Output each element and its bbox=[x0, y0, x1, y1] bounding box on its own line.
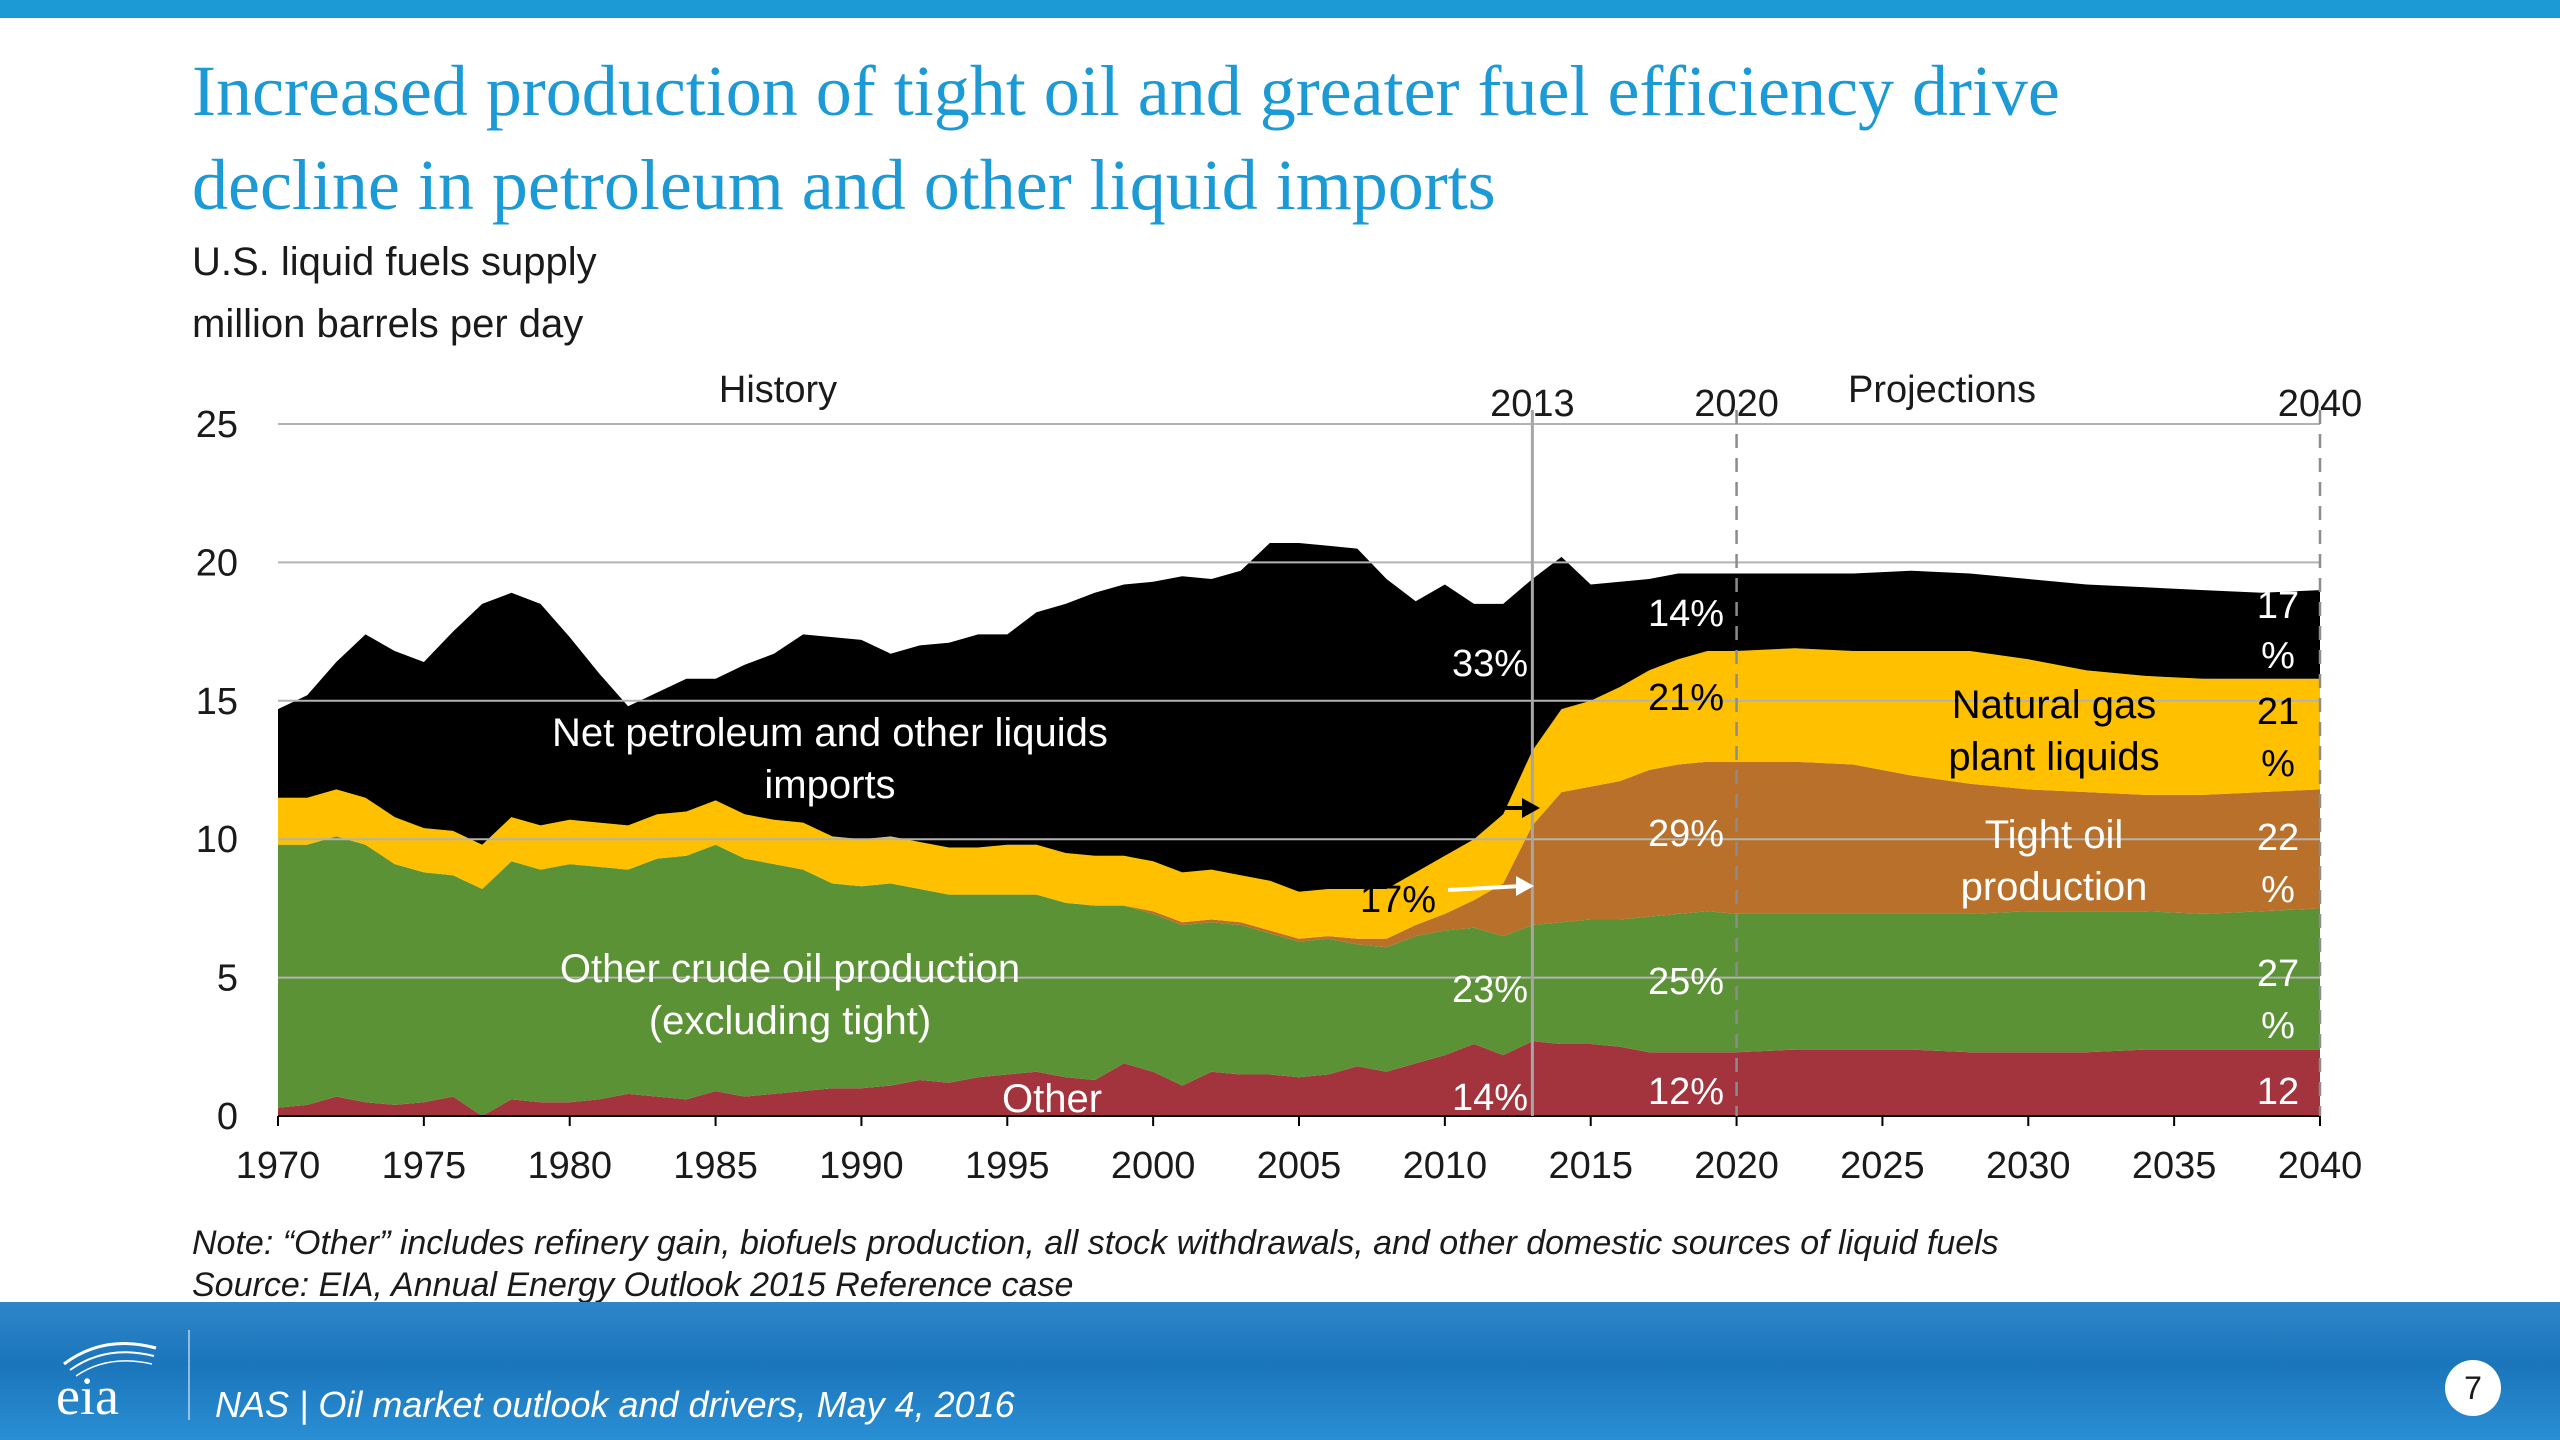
series-label-2: Tight oil bbox=[1985, 813, 2124, 857]
series-area-1 bbox=[278, 836, 2320, 1116]
pct-2020-0: 14% bbox=[1648, 593, 1724, 635]
slide-title: Increased production of tight oil and gr… bbox=[192, 44, 2492, 232]
series-label-2-line2: production bbox=[1961, 865, 2148, 909]
series-label-1: Natural gas bbox=[1952, 683, 2157, 727]
footer-caption: NAS | Oil market outlook and drivers, Ma… bbox=[215, 1384, 1015, 1425]
pct-2040-2: 21 bbox=[2257, 691, 2299, 733]
x-tick-label: 2035 bbox=[2132, 1145, 2217, 1187]
arrow-tight bbox=[1447, 884, 1523, 892]
title-line-1: Increased production of tight oil and gr… bbox=[192, 51, 2060, 131]
pct-2020-4: 12% bbox=[1648, 1071, 1724, 1113]
y-tick-label: 15 bbox=[196, 681, 238, 723]
x-tick-label: 2040 bbox=[2278, 1145, 2363, 1187]
chart-source: Source: EIA, Annual Energy Outlook 2015 … bbox=[192, 1266, 1074, 1304]
pct-2040-4: 22 bbox=[2257, 817, 2299, 859]
x-tick-label: 2005 bbox=[1257, 1145, 1342, 1187]
series-label-3-line2: (excluding tight) bbox=[649, 999, 931, 1043]
x-tick-label: 1985 bbox=[673, 1145, 758, 1187]
footer-bar bbox=[0, 1302, 2560, 1440]
x-tick-label: 2025 bbox=[1840, 1145, 1925, 1187]
pct-2013-4: 14% bbox=[1452, 1077, 1528, 1119]
marker-label: 2013 bbox=[1490, 383, 1575, 425]
pct-2013-1: 14% bbox=[1390, 799, 1466, 841]
series-label-0: Net petroleum and other liquids bbox=[552, 711, 1108, 755]
arrowhead-ngl bbox=[1522, 798, 1540, 818]
x-tick-label: 2020 bbox=[1694, 1145, 1779, 1187]
y-tick-label: 0 bbox=[217, 1096, 238, 1138]
series-label-3: Other crude oil production bbox=[560, 947, 1020, 991]
series-label-0-line2: imports bbox=[764, 763, 895, 807]
footer-divider bbox=[188, 1330, 190, 1420]
x-tick-label: 1980 bbox=[527, 1145, 612, 1187]
series-area-3 bbox=[278, 648, 2320, 939]
pct-2040-5: % bbox=[2261, 869, 2295, 911]
title-line-2: decline in petroleum and other liquid im… bbox=[192, 145, 1496, 225]
y-tick-label: 25 bbox=[196, 404, 238, 446]
pct-2040-3: % bbox=[2261, 743, 2295, 785]
pct-2013-3: 23% bbox=[1452, 969, 1528, 1011]
page-number: 7 bbox=[2445, 1360, 2501, 1416]
eia-logo: eia bbox=[56, 1342, 157, 1426]
x-tick-label: 2010 bbox=[1403, 1145, 1488, 1187]
series-label-4: Other bbox=[1002, 1077, 1102, 1121]
y-tick-label: 10 bbox=[196, 819, 238, 861]
pct-2040-1: % bbox=[2261, 635, 2295, 677]
x-tick-label: 1995 bbox=[965, 1145, 1050, 1187]
series-area-2 bbox=[278, 761, 2320, 948]
pct-2040-0: 17 bbox=[2257, 585, 2299, 627]
arrowhead-tight bbox=[1516, 876, 1534, 896]
y-tick-label: 5 bbox=[217, 958, 238, 1000]
pct-2020-1: 21% bbox=[1648, 677, 1724, 719]
series-area-0 bbox=[278, 1041, 2320, 1116]
pct-2020-3: 25% bbox=[1648, 961, 1724, 1003]
pct-2013-2: 17% bbox=[1360, 879, 1436, 921]
top-accent-bar bbox=[0, 0, 2560, 18]
marker-label: 2020 bbox=[1694, 383, 1779, 425]
x-tick-label: 2000 bbox=[1111, 1145, 1196, 1187]
x-tick-label: 2015 bbox=[1548, 1145, 1633, 1187]
chart-subtitle: U.S. liquid fuels supply bbox=[192, 240, 597, 284]
pct-2020-2: 29% bbox=[1648, 813, 1724, 855]
chart-unit-label: million barrels per day bbox=[192, 302, 584, 346]
projections-label: Projections bbox=[1848, 369, 2036, 411]
pct-2040-6: 27 bbox=[2257, 953, 2299, 995]
series-label-1-line2: plant liquids bbox=[1948, 735, 2159, 779]
x-tick-label: 1970 bbox=[236, 1145, 321, 1187]
x-tick-label: 1990 bbox=[819, 1145, 904, 1187]
x-tick-label: 1975 bbox=[382, 1145, 467, 1187]
pct-2040-7: % bbox=[2261, 1005, 2295, 1047]
pct-2040-8: 12 bbox=[2257, 1071, 2299, 1113]
marker-label: 2040 bbox=[2278, 383, 2363, 425]
x-tick-label: 2030 bbox=[1986, 1145, 2071, 1187]
pct-2013-0: 33% bbox=[1452, 643, 1528, 685]
chart-note: Note: “Other” includes refinery gain, bi… bbox=[192, 1224, 1999, 1262]
svg-text:eia: eia bbox=[56, 1366, 119, 1426]
y-tick-label: 20 bbox=[196, 542, 238, 584]
history-label: History bbox=[719, 369, 837, 411]
series-area-4 bbox=[278, 543, 2320, 892]
